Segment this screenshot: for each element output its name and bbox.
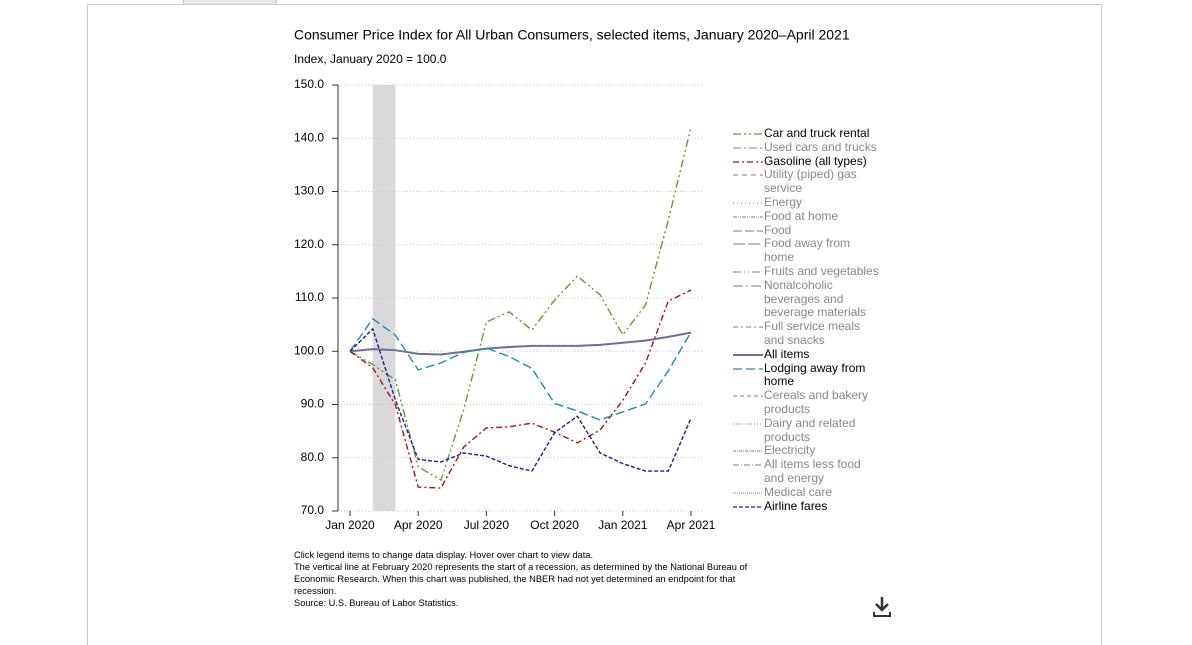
legend-item[interactable]: All items (730, 346, 890, 362)
legend-label: Food (764, 222, 792, 237)
notes: Click legend items to change data displa… (294, 549, 774, 609)
legend-swatch (733, 229, 763, 232)
legend-swatch (733, 174, 763, 177)
y-tick-label: 150.0 (294, 77, 324, 91)
x-tick-label: Jul 2020 (464, 518, 510, 532)
chart-subtitle: Index, January 2020 = 100.0 (294, 52, 447, 66)
x-tick-label: Jan 2021 (598, 518, 648, 532)
legend-item[interactable]: Full service meals and snacks (730, 319, 890, 348)
legend-item[interactable]: Lodging away from home (730, 360, 890, 390)
legend-label: Airline fares (764, 498, 828, 513)
legend-item[interactable]: Used cars and trucks (730, 139, 890, 155)
legend-item[interactable]: All items less food and energy (730, 457, 890, 486)
legend-label: Full service meals and snacks (764, 319, 861, 347)
legend-label: Gasoline (all types) (764, 153, 867, 168)
legend-swatch (733, 133, 763, 135)
series-line (349, 289, 692, 489)
legend-item[interactable]: Food (730, 222, 890, 238)
legend-label: Utility (piped) gas service (764, 167, 857, 196)
legend-label: Energy (764, 194, 803, 209)
legend-item[interactable]: Medical care (730, 484, 890, 500)
legend-swatch (733, 395, 763, 397)
legend-swatch (733, 285, 763, 287)
legend-label: Nonalcoholic beverages and beverage mate… (764, 277, 867, 320)
x-tick-label: Jan 2020 (325, 518, 375, 532)
legend-label: Medical care (764, 484, 833, 499)
series-line (349, 327, 692, 472)
y-tick-label: 70.0 (301, 503, 325, 517)
panel (87, 4, 1102, 645)
legend: Car and truck rental Used cars and trucks… (730, 126, 890, 514)
legend-item[interactable]: Energy (730, 194, 890, 210)
legend-swatch (733, 160, 763, 163)
legend-item[interactable]: Dairy and related products (730, 415, 890, 445)
note: Source: U.S. Bureau of Labor Statistics. (294, 598, 459, 609)
legend-swatch (733, 147, 763, 149)
legend-swatch (733, 492, 763, 494)
legend-item[interactable]: Utility (piped) gas service (730, 168, 890, 196)
download-icon[interactable] (870, 595, 894, 619)
legend-swatch (733, 505, 763, 508)
legend-swatch (733, 326, 763, 328)
legend-label: Food at home (764, 208, 839, 223)
legend-label: Cereals and bakery products (764, 388, 869, 416)
series-line (349, 126, 692, 482)
legend-swatch (733, 367, 763, 370)
legend-label: Electricity (764, 443, 816, 458)
legend-swatch (733, 243, 763, 246)
series-line (349, 317, 692, 421)
legend-item[interactable]: Nonalcoholic beverages and beverage mate… (730, 277, 890, 320)
note: Click legend items to change data displa… (294, 550, 594, 560)
y-tick-label: 140.0 (294, 130, 324, 144)
legend-label: Lodging away from home (764, 360, 866, 389)
chart-title: Consumer Price Index for All Urban Consu… (294, 27, 850, 43)
legend-item[interactable]: Food away from home (730, 237, 890, 265)
page: {"chart_data": {"type": "line", "title":… (87, 0, 1102, 645)
y-tick-label: 130.0 (294, 184, 324, 198)
legend-label: Food away from home (764, 236, 851, 265)
legend-label: Used cars and trucks (764, 139, 877, 154)
x-tick-label: Oct 2020 (530, 518, 579, 532)
x-tick-label: Apr 2021 (667, 518, 716, 532)
legend-swatch (733, 202, 763, 204)
legend-swatch (733, 450, 763, 452)
legend-label: Car and truck rental (764, 126, 870, 140)
legend-label: All items less food and energy (764, 457, 861, 485)
legend-item[interactable]: Car and truck rental (730, 126, 890, 141)
legend-item[interactable]: Cereals and bakery products (730, 388, 890, 417)
note: The vertical line at February 2020 repre… (294, 562, 748, 597)
legend-swatch (733, 353, 763, 356)
legend-swatch (733, 271, 763, 273)
y-tick-label: 120.0 (294, 237, 324, 251)
legend-label: Dairy and related products (764, 415, 856, 444)
legend-swatch (733, 423, 763, 425)
chart: Consumer Price Index for All Urban Consu… (294, 27, 850, 532)
legend-label: All items (764, 346, 810, 361)
y-tick-label: 110.0 (295, 290, 324, 304)
legend-item[interactable]: Food at home (730, 208, 890, 224)
legend-item[interactable]: Gasoline (all types) (730, 153, 890, 169)
legend-swatch (733, 464, 763, 466)
legend-label: Fruits and vegetables (764, 263, 879, 278)
legend-item[interactable]: Electricity (730, 444, 890, 458)
legend-item[interactable]: Airline fares (730, 498, 890, 514)
y-tick-label: 90.0 (301, 397, 325, 411)
x-tick-label: Apr 2020 (394, 518, 443, 532)
y-tick-label: 80.0 (301, 450, 325, 464)
legend-item[interactable]: Fruits and vegetables (730, 263, 890, 279)
legend-swatch (733, 216, 763, 218)
y-tick-label: 100.0 (294, 343, 324, 357)
series-line (349, 331, 692, 356)
